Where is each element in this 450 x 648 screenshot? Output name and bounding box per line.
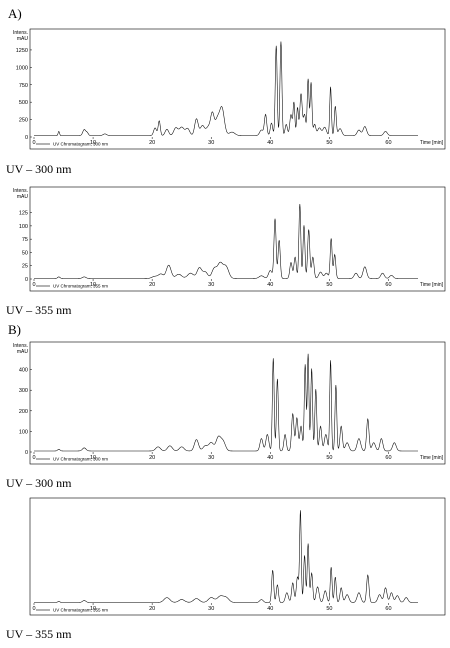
chromatogram-b-300: 0 10 20 30 40 50 60 Time [min] 0 100 200 300 400 Inte… [13, 341, 446, 465]
x-tick-label: 60 [385, 282, 391, 288]
x-tick-label: 0 [32, 606, 35, 612]
y-tick-label: 400 [19, 368, 28, 374]
x-tick-label: 30 [208, 455, 214, 461]
y-tick-label: 0 [25, 277, 28, 283]
y-tick-label: 250 [19, 118, 28, 124]
chromatogram-a-300: 0 10 20 30 40 50 60 Time [min] 0 250 500 750 1000 125… [13, 28, 446, 150]
x-tick-label: 10 [90, 282, 96, 288]
y-axis-unit-line2: mAU [17, 36, 29, 42]
x-tick-label: 50 [326, 140, 332, 146]
x-tick-label: 10 [90, 140, 96, 146]
chromatogram-a-355: 0 10 20 30 40 50 60 Time [min] 0 25 50 75 100 125 Inte… [13, 186, 446, 292]
caption-b-300: UV – 300 nm [6, 476, 72, 490]
legend-label: UV Chromatogram, 300 nm [53, 457, 108, 462]
legend-label: UV Chromatogram, 355 nm [53, 608, 108, 613]
section-label-b: B) [8, 322, 21, 337]
chromatogram-trace [34, 353, 418, 452]
x-tick-label: 40 [267, 140, 273, 146]
y-tick-label: 0 [25, 135, 28, 141]
x-tick-label: 50 [326, 282, 332, 288]
x-tick-label: 20 [149, 140, 155, 146]
legend-label: UV Chromatogram, 300 nm [53, 142, 108, 147]
x-tick-label: 60 [385, 140, 391, 146]
x-tick-label: 40 [267, 455, 273, 461]
y-tick-label: 500 [19, 100, 28, 106]
section-label-a: A) [8, 6, 22, 21]
x-tick-label: 20 [149, 282, 155, 288]
y-axis-unit-line1: Intens. [13, 343, 28, 349]
y-axis-unit-line2: mAU [17, 194, 29, 200]
y-tick-label: 1000 [16, 65, 28, 71]
x-tick-label: 50 [326, 455, 332, 461]
x-tick-label: 40 [267, 606, 273, 612]
legend-label: UV Chromatogram, 355 nm [53, 284, 108, 289]
x-tick-label: 30 [208, 140, 214, 146]
x-tick-label: 10 [90, 455, 96, 461]
y-tick-label: 200 [19, 409, 28, 415]
plot-frame [29, 28, 446, 150]
chromatogram-trace [34, 510, 418, 603]
plot-frame [29, 497, 446, 616]
y-axis-unit-line1: Intens. [13, 188, 28, 194]
x-tick-label: 60 [385, 606, 391, 612]
caption-b-355: UV – 355 nm [6, 627, 72, 641]
y-tick-label: 125 [19, 211, 28, 217]
x-axis-unit: Time [min] [420, 282, 444, 288]
x-tick-label: 20 [149, 606, 155, 612]
x-tick-label: 0 [32, 140, 35, 146]
y-tick-label: 25 [22, 264, 28, 270]
plot-frame [29, 341, 446, 465]
x-tick-label: 50 [326, 606, 332, 612]
y-tick-label: 0 [25, 450, 28, 456]
y-tick-label: 1250 [16, 48, 28, 54]
x-tick-label: 20 [149, 455, 155, 461]
y-tick-label: 750 [19, 83, 28, 89]
x-tick-label: 30 [208, 606, 214, 612]
x-axis-unit: Time [min] [420, 140, 444, 146]
x-tick-label: 60 [385, 455, 391, 461]
caption-a-355: UV – 355 nm [6, 303, 72, 317]
y-tick-label: 300 [19, 388, 28, 394]
x-tick-label: 30 [208, 282, 214, 288]
x-tick-label: 10 [90, 606, 96, 612]
x-tick-label: 0 [32, 282, 35, 288]
x-tick-label: 0 [32, 455, 35, 461]
x-tick-label: 40 [267, 282, 273, 288]
y-tick-label: 100 [19, 224, 28, 230]
y-tick-label: 100 [19, 429, 28, 435]
y-axis-unit-line2: mAU [17, 349, 29, 355]
caption-a-300: UV – 300 nm [6, 162, 72, 176]
chromatogram-trace [34, 41, 418, 136]
chromatogram-trace [34, 204, 418, 279]
y-tick-label: 50 [22, 250, 28, 256]
y-tick-label: 75 [22, 237, 28, 243]
x-axis-unit: Time [min] [420, 455, 444, 461]
plot-frame [29, 186, 446, 292]
chromatogram-b-355: 0 10 20 30 40 50 60 UV Chromatogram, 355 nm [29, 497, 446, 616]
y-axis-unit-line1: Intens. [13, 30, 28, 36]
